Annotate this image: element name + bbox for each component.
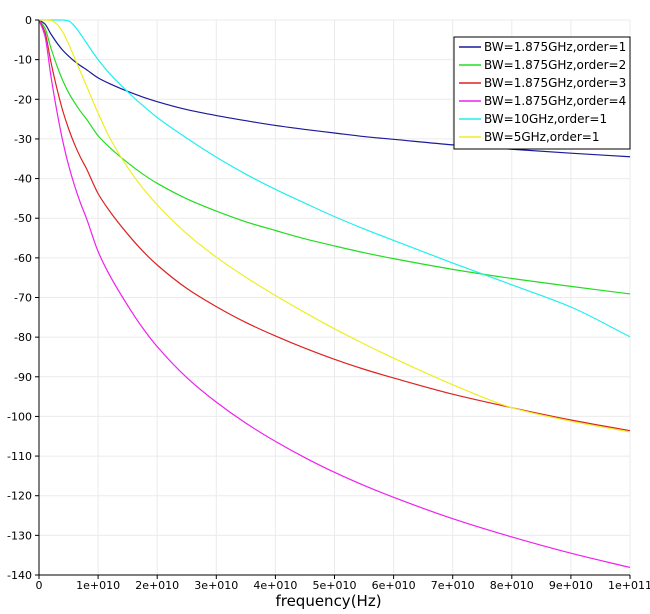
legend-entry: BW=1.875GHz,order=1 (484, 40, 626, 54)
series-lines (38, 19, 631, 569)
legend-entry: BW=1.875GHz,order=2 (484, 58, 626, 72)
legend-entry: BW=10GHz,order=1 (484, 112, 607, 126)
x-tick-label: 7e+010 (431, 579, 475, 592)
legend-entry: BW=1.875GHz,order=4 (484, 94, 626, 108)
series-line-6 (38, 19, 631, 433)
x-tick-label: 4e+010 (253, 579, 297, 592)
x-axis-label: frequency(Hz) (275, 592, 381, 610)
y-tick-label: 0 (25, 14, 32, 27)
x-tick-label: 6e+010 (372, 579, 416, 592)
legend: BW=1.875GHz,order=1 BW=1.875GHz,order=2 BW… (453, 36, 631, 150)
y-tick-label: -20 (14, 93, 32, 106)
y-tick-label: -50 (14, 212, 32, 225)
x-tick-label: 1e+010 (76, 579, 120, 592)
y-tick-label: -60 (14, 252, 32, 265)
series-line-4 (38, 19, 631, 569)
series-line-2 (38, 19, 631, 295)
series-line-3 (38, 19, 631, 432)
y-tick-label: -40 (14, 173, 32, 186)
x-tick-label: 9e+010 (549, 579, 593, 592)
series-line-1 (38, 19, 631, 158)
y-tick-label: -100 (7, 410, 32, 423)
legend-entry: BW=1.875GHz,order=3 (484, 76, 626, 90)
x-tick-label: 0 (36, 579, 43, 592)
x-tick-label: 1e+011 (608, 579, 650, 592)
legend-box (453, 36, 631, 150)
x-tick-label: 8e+010 (490, 579, 534, 592)
y-tick-label: -120 (7, 490, 32, 503)
y-tick-label: -70 (14, 292, 32, 305)
y-tick-label: -130 (7, 529, 32, 542)
y-tick-label: -90 (14, 371, 32, 384)
x-tick-label: 2e+010 (135, 579, 179, 592)
x-tick-label: 5e+010 (313, 579, 357, 592)
y-tick-label: -110 (7, 450, 32, 463)
y-tick-label: -30 (14, 133, 32, 146)
legend-entry: BW=5GHz,order=1 (484, 130, 599, 144)
y-tick-label: -80 (14, 331, 32, 344)
y-tick-label: -10 (14, 54, 32, 67)
series-line-5 (38, 19, 631, 338)
y-tick-label: -140 (7, 569, 32, 582)
tick-labels: 0 1e+010 2e+010 3e+010 4e+010 5e+010 6e+010 7e+… (7, 14, 650, 592)
axes (35, 19, 631, 579)
x-tick-label: 3e+010 (194, 579, 238, 592)
